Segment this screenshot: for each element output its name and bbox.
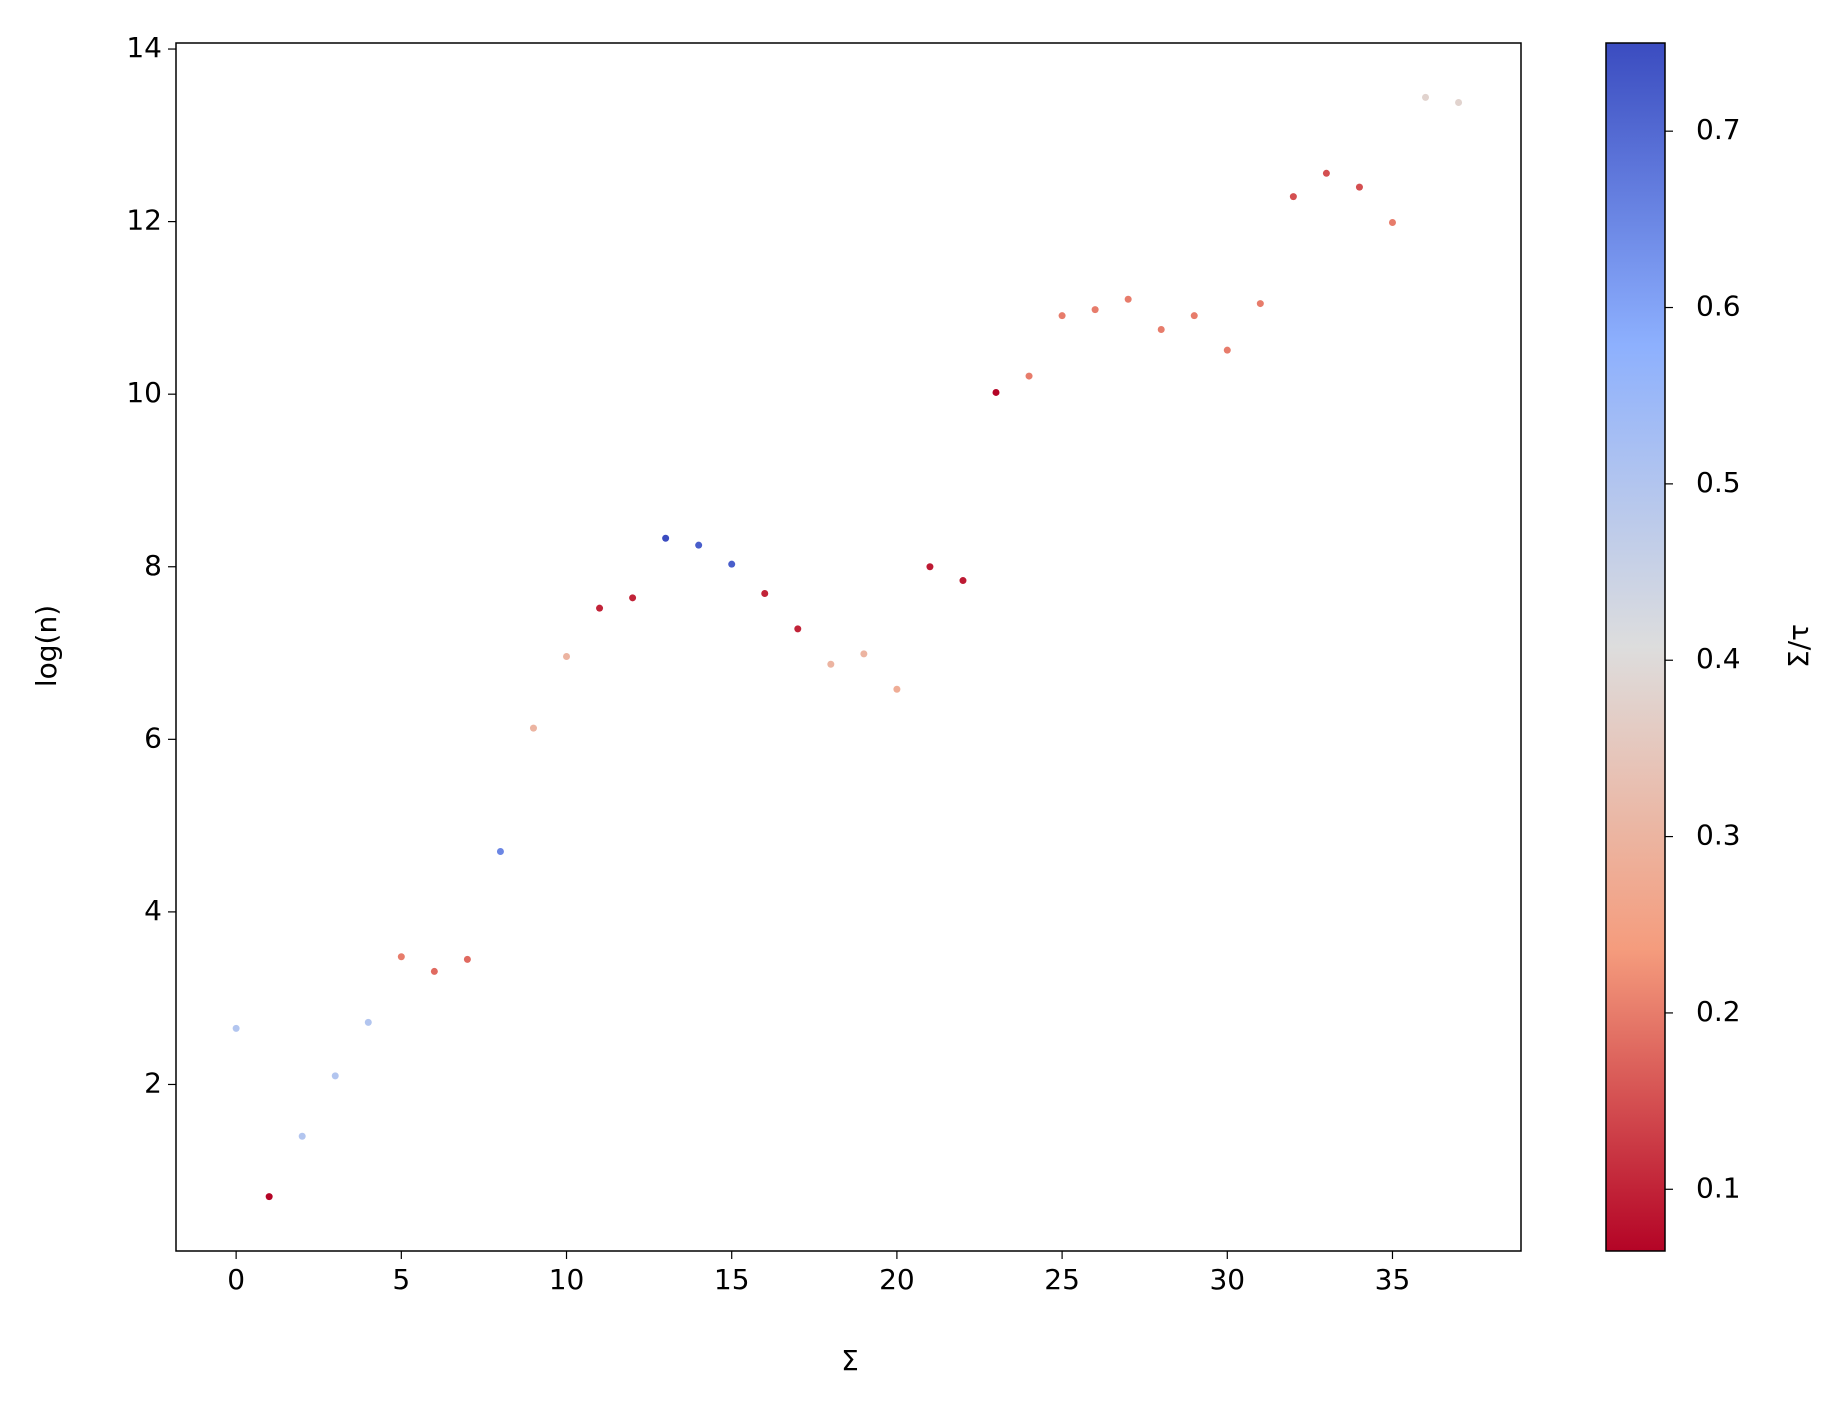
point xyxy=(331,1072,339,1080)
point xyxy=(992,388,1000,396)
point xyxy=(1289,193,1297,201)
point xyxy=(265,1193,273,1201)
point xyxy=(496,847,504,855)
y-tick-label: 10 xyxy=(126,376,162,409)
point xyxy=(232,1024,240,1032)
colorbar-tick-label: 0.5 xyxy=(1696,466,1741,499)
x-tick-label: 35 xyxy=(1375,1263,1411,1296)
point xyxy=(893,685,901,693)
point xyxy=(1322,169,1330,177)
point xyxy=(1355,183,1363,191)
y-tick-label: 6 xyxy=(144,721,162,754)
point xyxy=(1190,312,1198,320)
point xyxy=(1223,346,1231,354)
colorbar-tick-label: 0.7 xyxy=(1696,113,1741,146)
y-axis-label: log(n) xyxy=(30,605,63,687)
point xyxy=(1058,312,1066,320)
point xyxy=(1157,325,1165,333)
point xyxy=(596,604,604,612)
plot-frame xyxy=(175,42,1522,1252)
point xyxy=(662,534,670,542)
colorbar-tick-label: 0.6 xyxy=(1696,290,1741,323)
y-tick-label: 2 xyxy=(144,1066,162,1099)
point xyxy=(1455,99,1463,107)
point xyxy=(563,652,571,660)
colorbar xyxy=(1605,42,1666,1252)
y-tick-label: 14 xyxy=(126,31,162,64)
point xyxy=(629,594,637,602)
point xyxy=(695,541,703,549)
x-tick-label: 5 xyxy=(392,1263,410,1296)
point xyxy=(827,660,835,668)
point xyxy=(529,724,537,732)
point xyxy=(926,563,934,571)
y-tick-label: 12 xyxy=(126,204,162,237)
point xyxy=(1256,300,1264,308)
x-tick-label: 15 xyxy=(714,1263,750,1296)
y-tick-label: 8 xyxy=(144,549,162,582)
point xyxy=(1124,295,1132,303)
x-tick-label: 10 xyxy=(549,1263,585,1296)
colorbar-tick-label: 0.2 xyxy=(1696,995,1741,1028)
point xyxy=(1422,93,1430,101)
point xyxy=(860,650,868,658)
x-tick-label: 25 xyxy=(1044,1263,1080,1296)
point xyxy=(364,1018,372,1026)
colorbar-tick-label: 0.3 xyxy=(1696,819,1741,852)
point xyxy=(1091,306,1099,314)
point xyxy=(298,1132,306,1140)
x-tick-label: 30 xyxy=(1209,1263,1245,1296)
colorbar-label: Σ/τ xyxy=(1782,624,1815,668)
point xyxy=(794,625,802,633)
colorbar-tick-label: 0.1 xyxy=(1696,1171,1741,1204)
point xyxy=(397,953,405,961)
y-tick-label: 4 xyxy=(144,894,162,927)
x-tick-label: 20 xyxy=(879,1263,915,1296)
point xyxy=(728,560,736,568)
point xyxy=(463,955,471,963)
colorbar-tick-label: 0.4 xyxy=(1696,642,1741,675)
x-axis-label: Σ xyxy=(841,1344,859,1377)
point xyxy=(1025,372,1033,380)
point xyxy=(1388,218,1396,226)
point xyxy=(430,967,438,975)
x-tick-label: 0 xyxy=(227,1263,245,1296)
point xyxy=(959,577,967,585)
point xyxy=(761,590,769,598)
